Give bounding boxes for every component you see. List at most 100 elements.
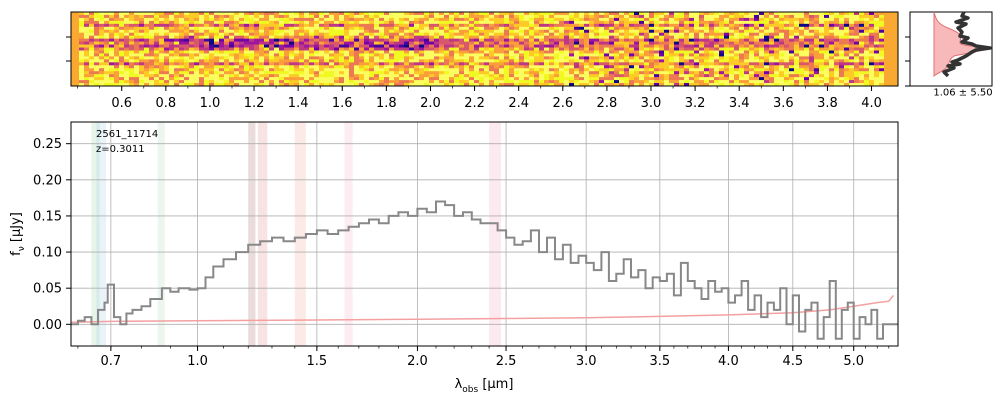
spectrum-2d-cell [79, 44, 84, 48]
spectrum-2d-cell [344, 59, 349, 63]
spectrum-2d-cell [574, 83, 579, 87]
spectrum-2d-cell [394, 77, 399, 81]
spectrum-2d-cell [314, 35, 319, 39]
spectrum-2d-cell [324, 44, 329, 48]
spectrum-2d-cell [194, 14, 199, 19]
spectrum-2d-cell [804, 38, 809, 42]
spectrum-2d-cell [524, 80, 529, 84]
spectrum-2d-cell [289, 62, 294, 66]
spectrum-2d-cell [379, 23, 384, 28]
spectrum-2d-cell [429, 77, 434, 81]
spectrum-2d-cell [669, 74, 674, 78]
spectrum-2d-cell [669, 47, 674, 51]
spectrum-2d-cell [799, 68, 804, 72]
spectrum-2d-cell [519, 17, 524, 22]
spectrum-2d-cell [834, 62, 839, 66]
spectrum-2d-cell [289, 20, 294, 25]
spectrum-2d-cell [734, 20, 739, 25]
spectrum-2d-cell [119, 77, 124, 81]
spectrum-2d-cell [219, 44, 224, 48]
spectrum-2d-cell [214, 53, 219, 57]
spectrum-2d-cell [454, 80, 459, 84]
spectrum-2d-cell [289, 32, 294, 36]
spectrum-2d-cell [234, 26, 239, 31]
spectrum-2d-cell [404, 23, 409, 28]
spectrum-2d-cell [104, 12, 109, 16]
spectrum-2d-cell [104, 29, 109, 34]
spectrum-2d-cell [259, 83, 264, 87]
spectrum-2d-cell [124, 83, 129, 87]
spectrum-2d-cell [264, 32, 269, 36]
spectrum-2d-cell [459, 59, 464, 63]
spectrum-2d-cell [634, 41, 639, 45]
spectrum-2d-cell [204, 14, 209, 19]
spectrum-2d-cell [459, 71, 464, 75]
spectrum-2d-cell [864, 62, 869, 66]
spectrum-2d-cell [179, 71, 184, 75]
spectrum-2d-cell [834, 14, 839, 19]
spectrum-2d-cell [854, 35, 859, 39]
spectrum-2d-cell [849, 56, 854, 60]
spectrum-2d-cell [199, 20, 204, 25]
spectrum-2d-cell [364, 68, 369, 72]
spectrum-2d-cell [649, 44, 654, 48]
spectrum-2d-cell [454, 29, 459, 34]
spectrum-2d-cell [489, 59, 494, 63]
spectrum-2d-cell [274, 41, 279, 45]
spectrum-2d-cell [374, 38, 379, 42]
spectrum-2d-cell [729, 14, 734, 19]
spectrum-2d-cell [624, 23, 629, 28]
spectrum-2d-cell [644, 74, 649, 78]
spectrum-2d-cell [199, 80, 204, 84]
spectrum-2d-cell [174, 12, 179, 16]
spectrum-2d-cell [484, 14, 489, 19]
spectrum-2d-cell [824, 65, 829, 69]
spectrum-2d-cell [139, 53, 144, 57]
spectrum-2d-cell [279, 68, 284, 72]
spectrum-2d-cell [874, 74, 879, 78]
spectrum-2d-cell [614, 74, 619, 78]
spectrum-2d-cell [359, 26, 364, 31]
spectrum-2d-cell [329, 68, 334, 72]
spectrum-2d-cell [279, 59, 284, 63]
spectrum-2d-cell [194, 80, 199, 84]
spectrum-2d-cell [449, 68, 454, 72]
spectrum-2d-cell [434, 53, 439, 57]
spectrum-2d-cell [584, 71, 589, 75]
spectrum-2d-cell [379, 68, 384, 72]
spectrum-2d-cell [654, 65, 659, 69]
spectrum-2d-cell [254, 32, 259, 36]
spectrum-2d-cell [529, 23, 534, 28]
spectrum-2d-cell [244, 41, 249, 45]
spectrum-2d-cell [274, 32, 279, 36]
spectrum-2d-cell [689, 29, 694, 34]
spectrum-2d-cell [529, 20, 534, 25]
spectrum-2d-cell [119, 44, 124, 48]
spectrum-2d-cell [479, 23, 484, 28]
spectrum-2d-cell [874, 17, 879, 22]
spectrum-2d-cell [589, 44, 594, 48]
spectrum-2d-cell [784, 59, 789, 63]
spectrum-2d-cell [754, 56, 759, 60]
spectrum-2d-cell [334, 68, 339, 72]
spectrum-2d-cell [734, 56, 739, 60]
spectrum-2d-cell [639, 65, 644, 69]
spectrum-2d-cell [129, 83, 134, 87]
spectrum-2d-cell [724, 68, 729, 72]
spectrum-2d-cell [879, 77, 884, 81]
spectrum-2d-cell [339, 65, 344, 69]
spectrum-2d-cell [104, 32, 109, 36]
spectrum-2d-cell [859, 62, 864, 66]
spectrum-2d-cell [269, 26, 274, 31]
spectrum-2d-cell [544, 56, 549, 60]
spectrum-2d-cell [529, 59, 534, 63]
spectrum-2d-cell [319, 44, 324, 48]
spectrum-2d-cell [784, 23, 789, 28]
spectrum-2d-cell [814, 26, 819, 31]
spectrum-2d-cell [389, 77, 394, 81]
spectrum-2d-cell [229, 77, 234, 81]
spectrum-2d-cell [459, 14, 464, 19]
spectrum-2d-cell [309, 83, 314, 87]
spectrum-2d-cell [499, 80, 504, 84]
spectrum-2d-cell [589, 26, 594, 31]
